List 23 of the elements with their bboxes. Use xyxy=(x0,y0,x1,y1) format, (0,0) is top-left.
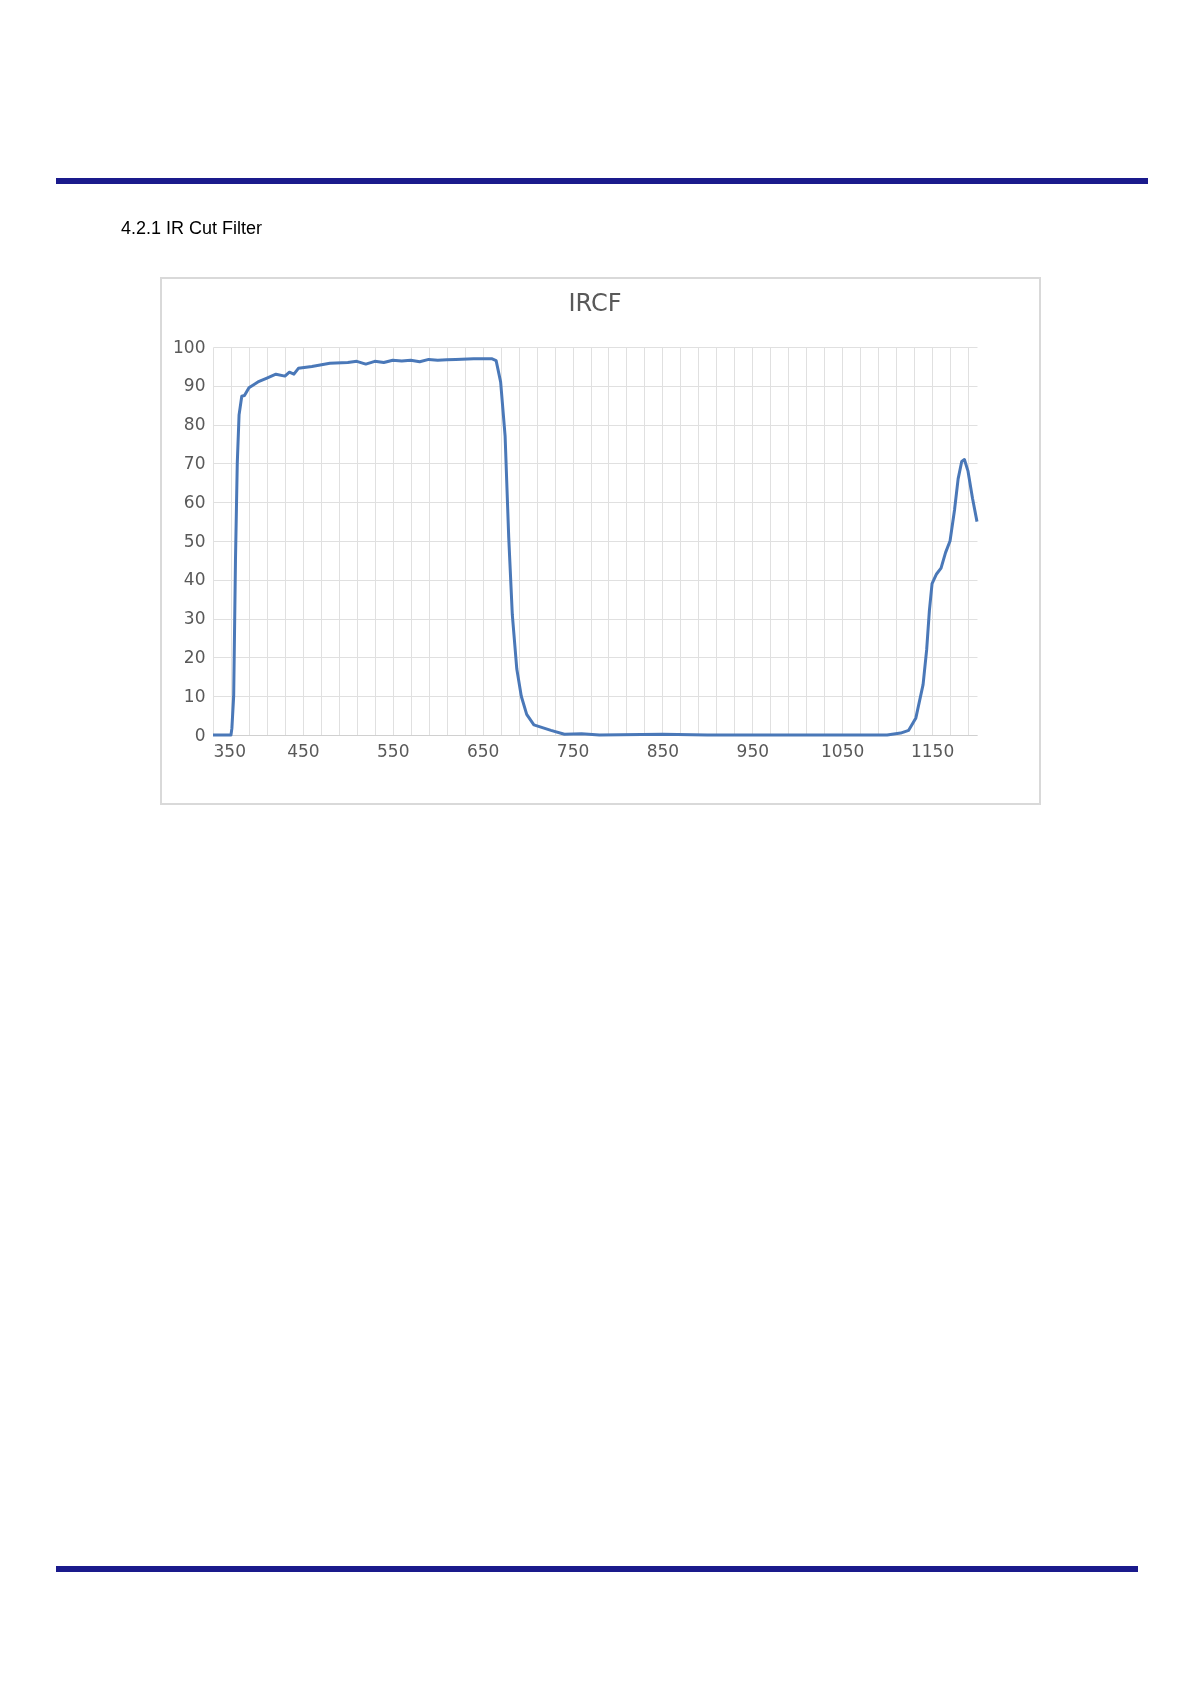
y-tick-label: 60 xyxy=(183,491,206,512)
x-tick-label: 950 xyxy=(736,740,770,761)
x-tick-label: 650 xyxy=(466,740,500,761)
y-tick-label: 20 xyxy=(183,646,206,667)
text: 4.2.1 IR Cut Filter xyxy=(121,218,263,239)
y-tick-label: 80 xyxy=(183,414,206,435)
x-tick-label: 550 xyxy=(377,740,410,761)
y-tick-label: 30 xyxy=(183,608,206,629)
x-tick-label: 1150 xyxy=(910,740,955,761)
y-tick-label: 50 xyxy=(183,530,206,551)
y-tick-label: 10 xyxy=(183,685,206,706)
chart-title: IRCF xyxy=(568,289,622,317)
x-tick-label: 450 xyxy=(287,740,320,761)
x-tick-label: 750 xyxy=(556,740,590,761)
x-tick-label: 1050 xyxy=(821,740,865,761)
y-tick-label: 70 xyxy=(183,452,206,473)
x-tick-label: 850 xyxy=(646,740,680,761)
y-tick-label: 0 xyxy=(194,724,206,745)
y-tick-label: 100 xyxy=(173,336,206,357)
line-series xyxy=(211,357,979,737)
y-tick-label: 40 xyxy=(183,569,206,590)
y-tick-label: 90 xyxy=(183,375,206,396)
x-tick-label: 350 xyxy=(213,740,246,761)
